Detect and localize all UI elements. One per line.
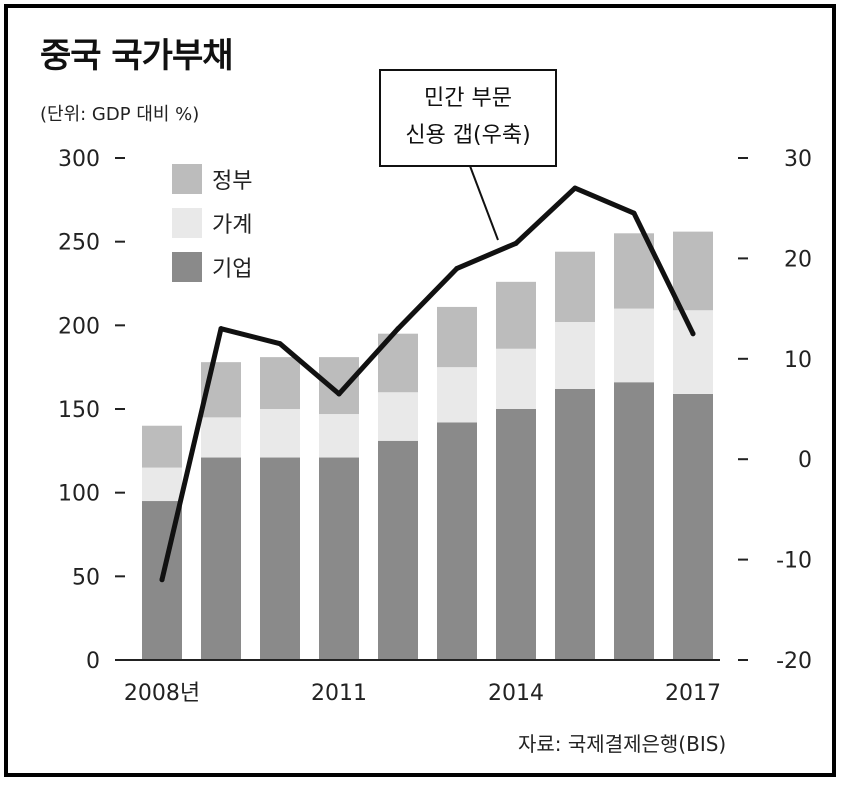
- bar-government-5: [437, 306, 477, 368]
- credit-gap-point: [513, 240, 519, 246]
- legend-swatch-corporate: [172, 252, 202, 282]
- unit-label: (단위: GDP 대비 %): [40, 104, 200, 125]
- y-right-tick-label: 10: [784, 348, 812, 373]
- bar-government-3: [319, 357, 359, 415]
- legend-label-household: 가계: [212, 213, 252, 238]
- bar-household-4: [378, 392, 418, 441]
- callout-line1: 민간 부문: [424, 86, 512, 111]
- bar-government-2: [260, 357, 300, 409]
- x-tick-label: 2017: [665, 681, 721, 706]
- bar-corporate-7: [555, 388, 595, 660]
- bar-household-1: [201, 417, 241, 458]
- callout-box: [379, 69, 557, 167]
- callout: 민간 부문 신용 갭(우축): [379, 69, 557, 241]
- credit-gap-line: [159, 185, 696, 583]
- legend-label-government: 정부: [212, 169, 252, 194]
- y-left-tick-label: 100: [58, 482, 100, 507]
- line-layer: [159, 185, 696, 583]
- legend-label-corporate: 기업: [212, 257, 252, 282]
- y-right-tick-label: -20: [776, 649, 812, 674]
- axes-group: 0 50 100 150 200 250 300 -20 -10 0 10 20 30 2008년 2011…: [58, 147, 812, 706]
- y-left-tick-label: 200: [58, 314, 100, 339]
- bar-household-3: [319, 414, 359, 458]
- credit-gap-point: [159, 577, 165, 583]
- callout-pointer: [469, 165, 499, 241]
- callout-line2: 신용 갭(우축): [405, 123, 530, 148]
- x-tick-label: 2008년: [124, 681, 200, 706]
- bar-household-5: [437, 367, 477, 423]
- y-left-tick-label: 300: [58, 147, 100, 172]
- bar-corporate-9: [673, 393, 713, 660]
- bar-household-9: [673, 310, 713, 394]
- bar-government-0: [142, 425, 182, 468]
- bar-household-8: [614, 308, 654, 383]
- credit-gap-point: [336, 391, 342, 397]
- bar-government-6: [496, 281, 536, 349]
- credit-gap-point: [690, 331, 696, 337]
- bar-household-2: [260, 409, 300, 458]
- legend-swatch-household: [172, 208, 202, 238]
- bar-household-6: [496, 348, 536, 409]
- x-tick-label: 2014: [488, 681, 544, 706]
- credit-gap-point: [277, 341, 283, 347]
- credit-gap-point: [631, 210, 637, 216]
- credit-gap-point: [572, 185, 578, 191]
- y-left-tick-label: 0: [86, 649, 100, 674]
- bar-corporate-1: [201, 457, 241, 660]
- bar-government-9: [673, 231, 713, 311]
- bar-corporate-5: [437, 422, 477, 660]
- credit-gap-point: [454, 265, 460, 271]
- y-right-tick-label: 0: [798, 448, 812, 473]
- bar-corporate-4: [378, 440, 418, 660]
- bar-corporate-6: [496, 409, 536, 660]
- bar-government-7: [555, 251, 595, 322]
- x-tick-label: 2011: [311, 681, 367, 706]
- y-left-tick-label: 50: [72, 565, 100, 590]
- chart-title: 중국 국가부채: [40, 36, 234, 76]
- source-note: 자료: 국제결제은행(BIS): [518, 732, 727, 756]
- bar-corporate-2: [260, 457, 300, 660]
- y-right-tick-label: 20: [784, 247, 812, 272]
- bar-household-0: [142, 467, 182, 502]
- y-right-tick-label: -10: [776, 549, 812, 574]
- credit-gap-point: [395, 326, 401, 332]
- credit-gap-point: [218, 326, 224, 332]
- y-left-tick-label: 150: [58, 398, 100, 423]
- legend-swatch-government: [172, 164, 202, 194]
- y-right-tick-label: 30: [784, 147, 812, 172]
- bar-corporate-8: [614, 382, 654, 660]
- y-left-tick-label: 250: [58, 231, 100, 256]
- bar-household-7: [555, 321, 595, 389]
- bar-corporate-3: [319, 457, 359, 660]
